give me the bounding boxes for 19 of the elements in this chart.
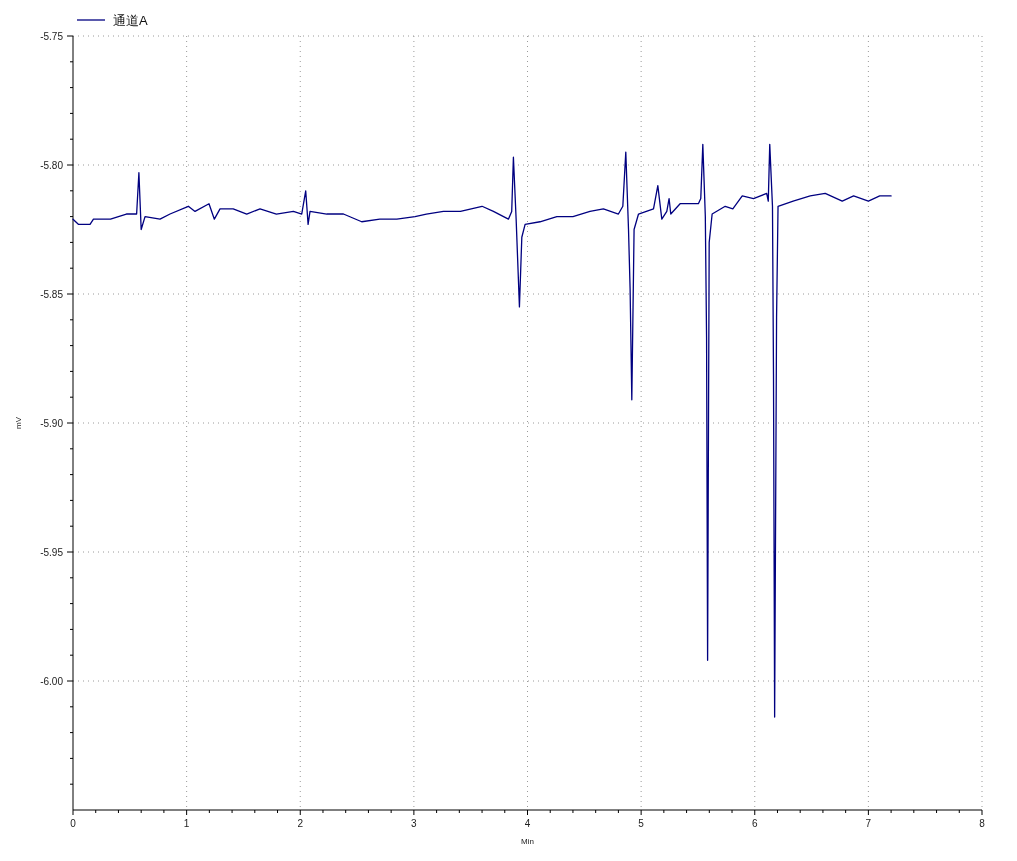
- x-tick-label: 6: [751, 818, 758, 829]
- x-tick-label: 2: [297, 818, 304, 829]
- x-axis-title: Min: [521, 837, 534, 846]
- y-tick-label: -5.80: [40, 160, 64, 171]
- x-tick-label: 0: [70, 818, 77, 829]
- x-tick-label: 8: [979, 818, 986, 829]
- legend: 通道A: [76, 13, 148, 28]
- legend-label: 通道A: [113, 13, 148, 28]
- x-tick-label: 3: [411, 818, 418, 829]
- x-tick-label: 1: [183, 818, 190, 829]
- y-tick-label: -5.85: [40, 289, 64, 300]
- x-tick-label: 7: [865, 818, 872, 829]
- x-tick-label: 4: [524, 818, 531, 829]
- x-tick-label: 5: [638, 818, 645, 829]
- y-tick-label: -5.95: [40, 547, 64, 558]
- y-tick-label: -5.75: [40, 31, 64, 42]
- y-axis-title: mV: [14, 416, 23, 429]
- y-tick-label: -6.00: [40, 676, 64, 687]
- y-tick-label: -5.90: [40, 418, 64, 429]
